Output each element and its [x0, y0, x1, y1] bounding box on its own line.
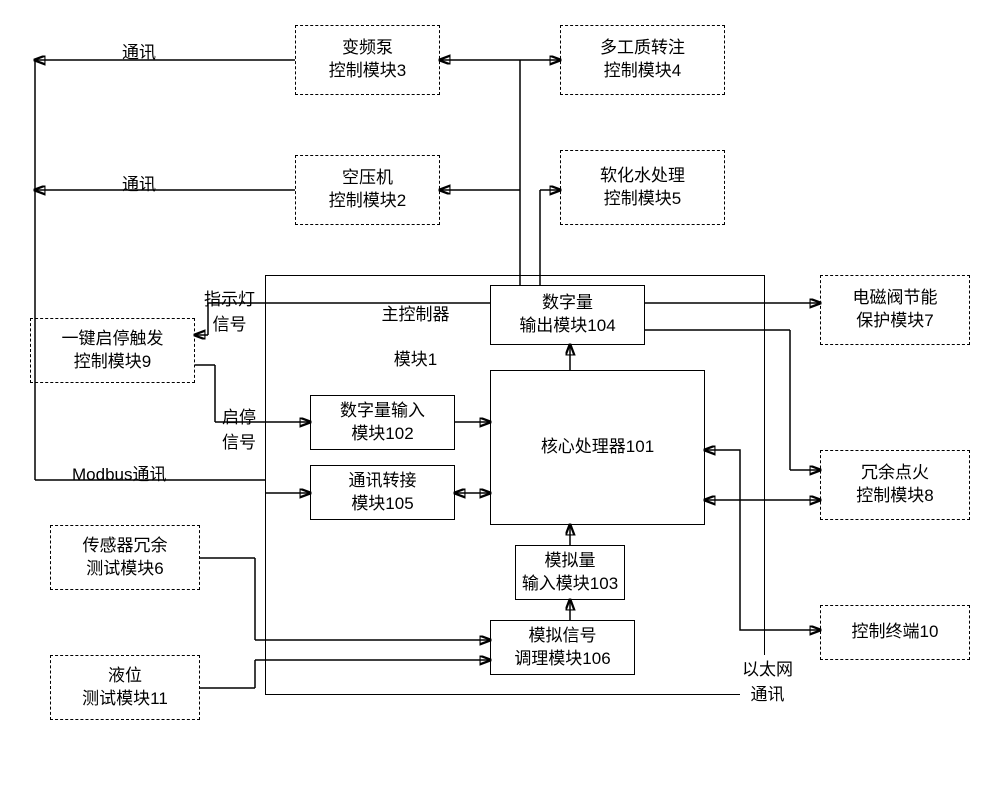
label-modbus: Modbus通讯: [70, 460, 168, 485]
node-conditioner-106: 模拟信号 调理模块106: [490, 620, 635, 675]
node-line1: 电磁阀节能: [853, 287, 938, 310]
node-line2: 调理模块106: [514, 648, 610, 671]
label-comm1: 通讯: [120, 38, 158, 63]
controller-label: 主控制器 模块1: [370, 280, 451, 370]
node-line2: 保护模块7: [856, 310, 933, 333]
node-line2: 测试模块11: [82, 688, 168, 711]
node-line2: 控制模块5: [604, 188, 681, 211]
node-line2: 控制模块3: [329, 60, 406, 83]
node-level-11: 液位 测试模块11: [50, 655, 200, 720]
node-multi-4: 多工质转注 控制模块4: [560, 25, 725, 95]
node-water-5: 软化水处理 控制模块5: [560, 150, 725, 225]
node-line1: 一键启停触发: [62, 328, 164, 351]
node-line1: 传感器冗余: [83, 535, 168, 558]
node-line2: 测试模块6: [86, 558, 163, 581]
node-pump-3: 变频泵 控制模块3: [295, 25, 440, 95]
node-line1: 模拟量: [545, 550, 596, 573]
node-line1: 控制终端10: [852, 621, 939, 644]
node-ain-103: 模拟量 输入模块103: [515, 545, 625, 600]
node-line1: 多工质转注: [600, 37, 685, 60]
node-startstop-9: 一键启停触发 控制模块9: [30, 318, 195, 383]
node-line2: 模块105: [351, 493, 413, 516]
node-line2: 输入模块103: [522, 573, 618, 596]
node-line2: 模块102: [351, 423, 413, 446]
node-line2: 控制模块8: [856, 485, 933, 508]
node-line1: 空压机: [342, 167, 393, 190]
node-cpu-101: 核心处理器101: [490, 370, 705, 525]
node-compressor-2: 空压机 控制模块2: [295, 155, 440, 225]
node-ignition-8: 冗余点火 控制模块8: [820, 450, 970, 520]
label-ethernet: 以太网通讯: [740, 655, 795, 705]
node-line1: 模拟信号: [529, 625, 597, 648]
node-line1: 通讯转接: [349, 470, 417, 493]
node-sensor-6: 传感器冗余 测试模块6: [50, 525, 200, 590]
node-line1: 冗余点火: [861, 462, 929, 485]
node-line1: 软化水处理: [600, 165, 685, 188]
label-startstop: 启停信号: [220, 403, 258, 453]
node-dout-104: 数字量 输出模块104: [490, 285, 645, 345]
node-line2: 输出模块104: [519, 315, 615, 338]
label-comm2: 通讯: [120, 170, 158, 195]
node-line2: 控制模块9: [74, 351, 151, 374]
label-indicator: 指示灯信号: [202, 285, 257, 335]
node-line1: 数字量: [542, 292, 593, 315]
node-comm-105: 通讯转接 模块105: [310, 465, 455, 520]
node-line1: 核心处理器101: [541, 436, 654, 459]
node-line1: 数字量输入: [340, 400, 425, 423]
node-terminal-10: 控制终端10: [820, 605, 970, 660]
node-line1: 液位: [108, 665, 142, 688]
node-din-102: 数字量输入 模块102: [310, 395, 455, 450]
node-line1: 变频泵: [342, 37, 393, 60]
node-line2: 控制模块4: [604, 60, 681, 83]
node-valve-7: 电磁阀节能 保护模块7: [820, 275, 970, 345]
node-line2: 控制模块2: [329, 190, 406, 213]
